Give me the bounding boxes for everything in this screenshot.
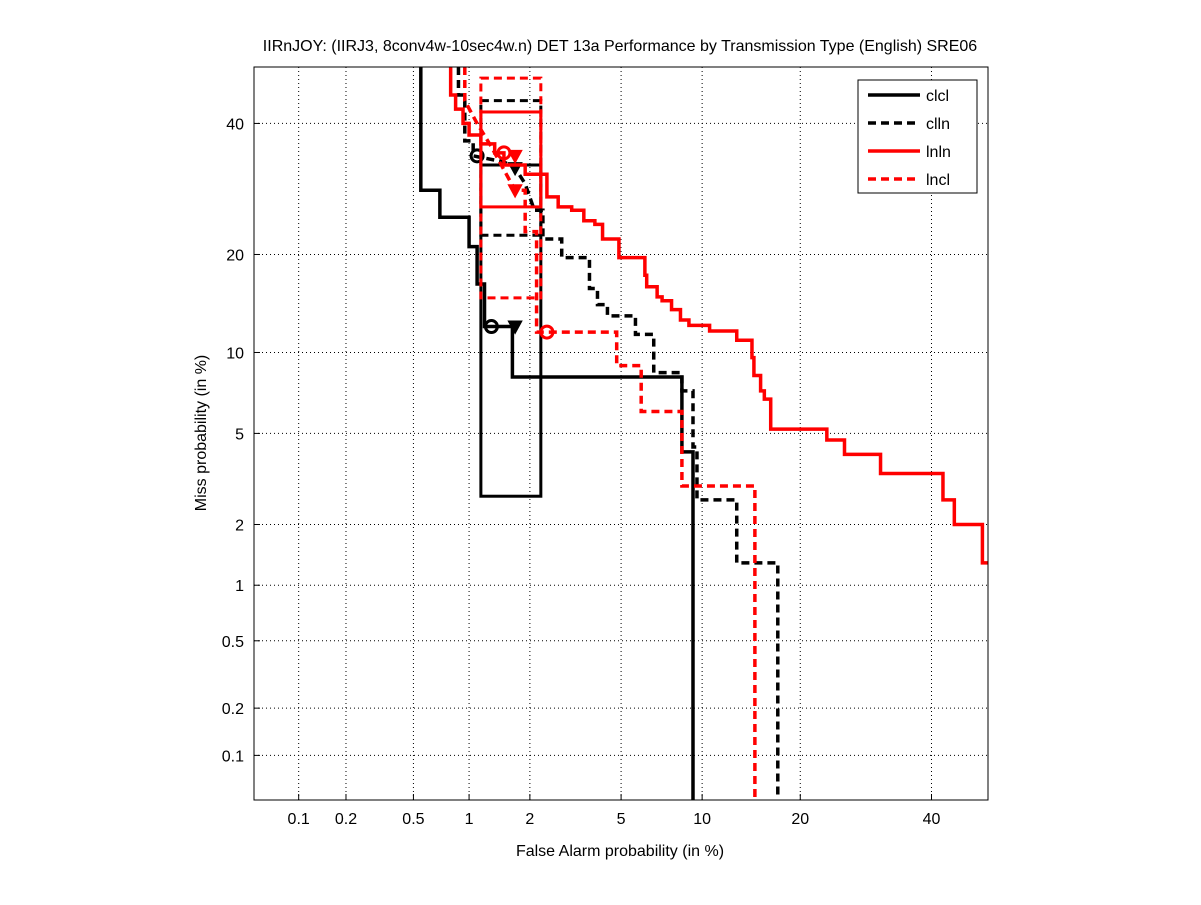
actual-dcf-marker-clcl xyxy=(483,319,499,335)
x-tick-label: 40 xyxy=(923,811,941,828)
y-tick-label: 0.1 xyxy=(222,748,244,765)
x-tick-label: 0.5 xyxy=(402,811,424,828)
legend: clcl clln lnln lncl xyxy=(857,79,978,194)
legend-label: lnln xyxy=(926,144,951,161)
curves xyxy=(419,67,988,800)
x-axis-label: False Alarm probability (in %) xyxy=(516,843,724,860)
det-curve-clln xyxy=(456,67,780,800)
y-tick-label: 0.2 xyxy=(222,701,244,718)
min-dcf-marker-lncl xyxy=(507,184,523,199)
x-tick-label: 1 xyxy=(465,811,474,828)
legend-label: clln xyxy=(926,116,950,133)
actual-dcf-marker-clln xyxy=(469,148,485,164)
min-dcf-marker-clcl xyxy=(507,320,523,335)
x-tick-label: 5 xyxy=(617,811,626,828)
min-dcf-marker-lnln xyxy=(507,149,523,164)
det-curve-lncl xyxy=(463,67,757,800)
y-tick-label: 1 xyxy=(235,578,244,595)
chart-title: IIRnJOY: (IIRJ3, 8conv4w-10sec4w.n) DET … xyxy=(263,38,977,55)
y-tick-label: 2 xyxy=(235,517,244,534)
y-tick-label: 20 xyxy=(226,247,244,264)
legend-label: lncl xyxy=(926,172,950,189)
det-curve-lnln xyxy=(448,67,988,565)
det-curve-clcl xyxy=(419,67,695,800)
y-tick-label: 0.5 xyxy=(222,634,244,651)
confidence-box-clln xyxy=(479,99,543,237)
x-tick-label: 20 xyxy=(791,811,809,828)
x-tick-label: 2 xyxy=(525,811,534,828)
y-tick-label: 40 xyxy=(226,116,244,133)
x-tick-label: 0.1 xyxy=(288,811,310,828)
legend-label: clcl xyxy=(926,88,949,105)
axes-frame xyxy=(253,66,989,801)
actual-dcf-marker-lncl xyxy=(539,324,555,340)
x-tick-label: 0.2 xyxy=(335,811,357,828)
y-axis-label: Miss probability (in %) xyxy=(193,355,210,511)
ticks: 0.1 0.2 0.5 1 2 5 10 20 40 0.1 0.2 0.5 1 2 5 10 20 40 xyxy=(222,116,941,828)
y-tick-label: 5 xyxy=(235,426,244,443)
confidence-box-lnln xyxy=(479,110,543,209)
y-tick-label: 10 xyxy=(226,345,244,362)
x-tick-label: 10 xyxy=(693,811,711,828)
confidence-box-lncl xyxy=(479,76,543,300)
legend-box xyxy=(857,79,978,194)
